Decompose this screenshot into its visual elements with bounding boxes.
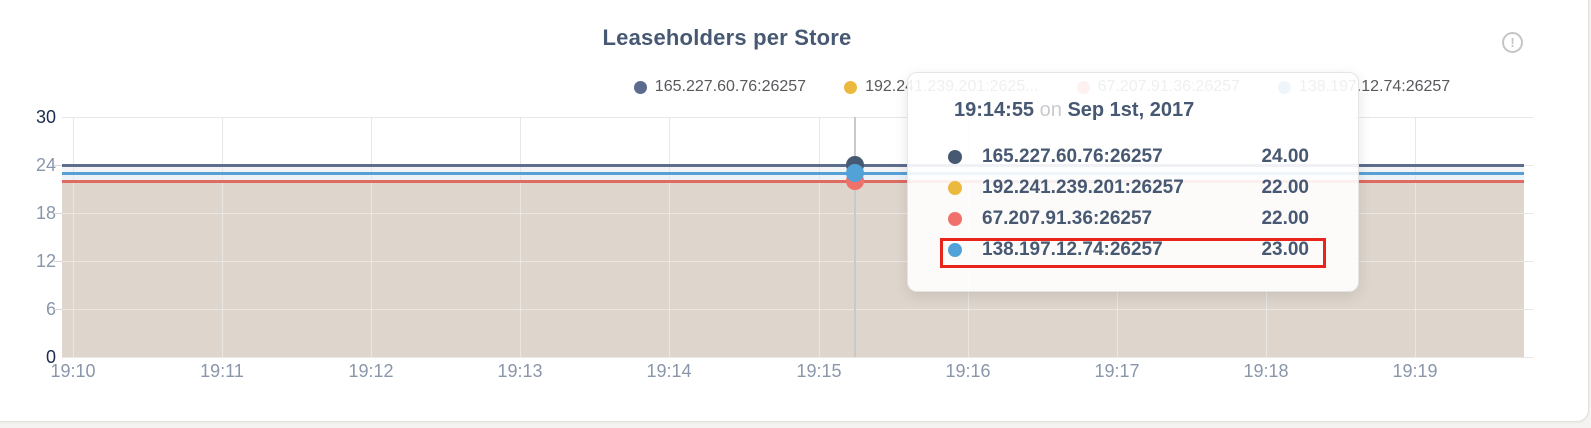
x-tick-label: 19:18 <box>1243 361 1289 381</box>
tooltip: 19:14:55 on Sep 1st, 2017 165.227.60.76:… <box>907 72 1359 292</box>
y-tick-label: 18 <box>35 203 56 223</box>
x-tick-label: 19:17 <box>1094 361 1140 381</box>
gridline-h <box>62 357 1533 358</box>
gridline-h <box>62 261 1533 262</box>
series-line <box>62 179 1524 183</box>
y-tick-label: 24 <box>35 155 56 175</box>
tooltip-series-name: 192.241.239.201:26257 <box>982 176 1184 198</box>
tooltip-series-dot-icon <box>948 180 962 195</box>
gridline-v <box>1415 117 1416 357</box>
tooltip-series-value: 24.00 <box>1261 145 1309 167</box>
gridline-v <box>520 117 521 357</box>
x-tick-label: 19:13 <box>497 361 543 381</box>
x-tick-label: 19:12 <box>348 361 394 381</box>
highlight-box <box>940 238 1326 268</box>
tooltip-series-dot-icon <box>948 211 962 226</box>
series-line <box>62 163 1524 167</box>
tooltip-series-dot-icon <box>948 149 962 164</box>
series-line <box>62 171 1524 175</box>
hover-line <box>854 117 856 357</box>
y-tick-mark <box>54 213 62 214</box>
y-tick-label: 12 <box>35 251 56 271</box>
legend-swatch-icon <box>844 80 858 94</box>
x-tick-label: 19:14 <box>646 361 692 381</box>
gridline-h <box>62 117 1533 118</box>
tooltip-on-word: on <box>1039 99 1062 121</box>
gridline-v <box>371 117 372 357</box>
tooltip-series-name: 138.197.12.74:26257 <box>982 238 1163 260</box>
hover-point <box>846 164 864 182</box>
gridline-v <box>73 117 74 357</box>
tooltip-series-value: 22.00 <box>1261 207 1309 229</box>
tooltip-row: 192.241.239.201:26257 22.00 <box>948 172 1309 203</box>
y-tick-label: 30 <box>35 107 56 127</box>
tooltip-series-value: 23.00 <box>1261 238 1309 260</box>
y-tick-label: 0 <box>45 347 56 367</box>
tooltip-rows: 165.227.60.76:26257 24.00 192.241.239.201:… <box>948 141 1309 265</box>
legend-swatch-icon <box>633 80 647 94</box>
tooltip-row: 138.197.12.74:26257 23.00 <box>948 234 1309 265</box>
x-tick-label: 19:19 <box>1392 361 1438 381</box>
tooltip-series-value: 22.00 <box>1261 176 1309 198</box>
legend-item[interactable]: 165.227.60.76:26257 <box>633 78 807 96</box>
tooltip-time: 19:14:55 <box>954 99 1035 121</box>
tooltip-series-name: 67.207.91.36:26257 <box>982 207 1153 229</box>
x-tick-label: 19:16 <box>945 361 991 381</box>
gridline-h <box>62 309 1533 310</box>
chart-title: Leaseholders per Store <box>602 25 852 50</box>
gridline-v <box>819 117 820 357</box>
y-tick-mark <box>54 309 62 310</box>
tooltip-series-name: 165.227.60.76:26257 <box>982 145 1163 167</box>
tooltip-series-dot-icon <box>948 242 962 257</box>
info-icon[interactable]: ! <box>1502 32 1523 53</box>
exclamation-glyph: ! <box>1510 35 1515 50</box>
y-tick-mark <box>54 261 62 262</box>
x-tick-label: 19:15 <box>796 361 842 381</box>
legend-item-label: 165.227.60.76:26257 <box>654 78 807 95</box>
gridline-v <box>222 117 223 357</box>
x-tick-label: 19:10 <box>50 361 96 381</box>
area-band <box>62 165 1524 173</box>
x-tick-label: 19:11 <box>200 361 244 381</box>
tooltip-row: 165.227.60.76:26257 24.00 <box>948 141 1309 172</box>
gridline-h <box>62 213 1533 214</box>
gridline-v <box>669 117 670 357</box>
area-band <box>62 173 1524 181</box>
tooltip-date: Sep 1st, 2017 <box>1067 99 1195 121</box>
y-tick-mark <box>54 165 62 166</box>
tooltip-title: 19:14:55 on Sep 1st, 2017 <box>954 99 1194 122</box>
tooltip-row: 67.207.91.36:26257 22.00 <box>948 203 1309 234</box>
y-tick-label: 6 <box>45 299 56 319</box>
